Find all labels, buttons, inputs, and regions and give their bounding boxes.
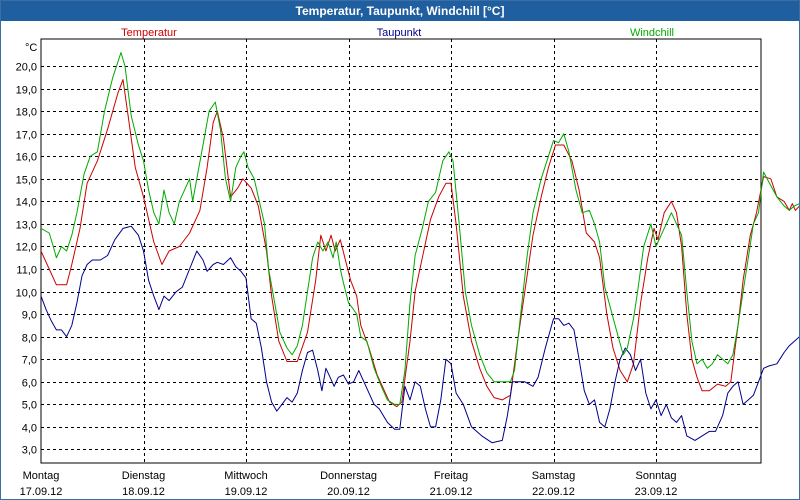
y-tick-label: 8,0	[22, 333, 37, 345]
x-tick-date: 23.09.12	[635, 486, 678, 498]
series-line-taupunkt	[40, 225, 799, 444]
y-tick-label: 6,0	[22, 378, 37, 390]
x-tick-date: 21.09.12	[430, 486, 473, 498]
x-tick-day: Freitag	[434, 470, 468, 482]
y-axis-unit: °C	[25, 42, 37, 54]
y-tick-label: 19,0	[16, 85, 37, 97]
series-line-temperatur	[40, 79, 799, 408]
x-tick-date: 17.09.12	[20, 486, 63, 498]
y-tick-label: 11,0	[16, 265, 37, 277]
x-tick-day: Samstag	[532, 470, 575, 482]
x-tick-day: Dienstag	[122, 470, 165, 482]
y-tick-label: 5,0	[22, 400, 37, 412]
x-tick-date: 18.09.12	[122, 486, 165, 498]
y-tick-label: 16,0	[16, 152, 37, 164]
x-tick-day: Sonntag	[636, 470, 677, 482]
x-tick-date: 22.09.12	[532, 486, 575, 498]
x-tick-date: 20.09.12	[327, 486, 370, 498]
legend-temperatur: Temperatur	[121, 27, 177, 39]
x-tick-day: Montag	[23, 470, 60, 482]
y-tick-label: 3,0	[22, 445, 37, 457]
x-tick-day: Donnerstag	[320, 470, 377, 482]
y-tick-label: 9,0	[22, 310, 37, 322]
chart-title: Temperatur, Taupunkt, Windchill [°C]	[1, 1, 799, 21]
series-line-windchill	[40, 52, 799, 405]
y-tick-label: 14,0	[16, 197, 37, 209]
legend-windchill: Windchill	[630, 27, 674, 39]
legend-taupunkt: Taupunkt	[377, 27, 422, 39]
y-tick-label: 20,0	[16, 62, 37, 74]
y-tick-label: 10,0	[16, 288, 37, 300]
y-tick-label: 17,0	[16, 130, 37, 142]
y-tick-label: 7,0	[22, 355, 37, 367]
chart-canvas: 3,0 4,0 5,0 6,0 7,0 8,0 9,0 10,0 11,0 12,0 13,0 14,…	[16, 27, 799, 498]
y-tick-label: 13,0	[16, 220, 37, 232]
plot-area	[40, 38, 762, 464]
y-tick-label: 4,0	[22, 423, 37, 435]
x-tick-day: Mittwoch	[224, 470, 267, 482]
y-tick-label: 12,0	[16, 242, 37, 254]
y-tick-label: 18,0	[16, 107, 37, 119]
y-tick-label: 15,0	[16, 175, 37, 187]
x-tick-date: 19.09.12	[225, 486, 268, 498]
